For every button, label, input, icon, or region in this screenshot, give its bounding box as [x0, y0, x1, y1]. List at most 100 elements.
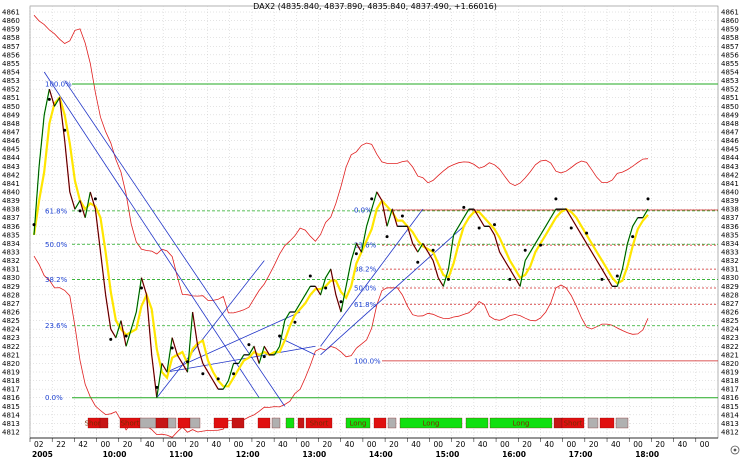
- y-tick-label: 4830: [721, 274, 739, 282]
- signal-dot: [324, 286, 328, 290]
- x-tick-label: 20: [389, 440, 399, 449]
- y-tick-label: 4812: [2, 429, 20, 437]
- y-tick-label: 4815: [721, 403, 739, 411]
- x-tick-label: 40: [678, 440, 688, 449]
- signal-block: [387, 417, 397, 429]
- x-tick-label: 00: [234, 440, 244, 449]
- y-tick-label: 4850: [721, 103, 739, 111]
- y-tick-label: 4836: [2, 223, 20, 231]
- fib-right-label: 50.0%: [354, 285, 377, 293]
- signal-block: [599, 417, 615, 429]
- x-tick-label: 20: [123, 440, 133, 449]
- y-tick-label: 4813: [721, 420, 739, 428]
- signal-block: [345, 417, 371, 429]
- y-tick-label: 4818: [2, 377, 20, 385]
- y-tick-label: 4832: [721, 257, 739, 265]
- y-tick-label: 4855: [2, 60, 20, 68]
- x-major-label: 14:00: [369, 450, 393, 459]
- y-tick-label: 4837: [721, 214, 739, 222]
- series-layer: [32, 88, 649, 398]
- y-tick-label: 4812: [721, 429, 739, 437]
- fib-left-label: 61.8%: [45, 207, 68, 215]
- signal-dot: [354, 252, 358, 256]
- y-tick-label: 4818: [721, 377, 739, 385]
- signal-dot: [216, 377, 220, 381]
- y-tick-label: 4848: [2, 120, 20, 128]
- y-axis-left: 4812481348144815481648174818481948204821…: [2, 9, 20, 437]
- y-tick-label: 4841: [721, 180, 739, 188]
- y-tick-label: 4814: [2, 411, 20, 419]
- signal-dot: [155, 385, 159, 389]
- y-tick-label: 4840: [721, 189, 739, 197]
- x-tick-label: 40: [478, 440, 488, 449]
- y-tick-label: 4824: [2, 326, 20, 334]
- x-tick-label: 20: [655, 440, 665, 449]
- signal-dot: [646, 197, 650, 201]
- trend-line: [166, 311, 301, 373]
- y-tick-label: 4855: [721, 60, 739, 68]
- y-tick-label: 4823: [721, 334, 739, 342]
- y-tick-label: 4827: [721, 300, 739, 308]
- signal-dot: [370, 197, 374, 201]
- signal-dot: [308, 274, 312, 278]
- x-tick-label: 20: [323, 440, 333, 449]
- y-tick-label: 4826: [2, 309, 20, 317]
- chart-title: DAX2 (4835.840, 4837.890, 4835.840, 4837…: [253, 2, 497, 11]
- upper-band: [33, 14, 649, 314]
- fib-left-label: 100.0%: [45, 81, 72, 89]
- y-tick-label: 4842: [721, 171, 739, 179]
- fib-right-label: 61.8%: [354, 301, 377, 309]
- signal-block: [177, 417, 191, 429]
- moving-average-line: [32, 95, 649, 388]
- x-major-label: 12:00: [236, 450, 260, 459]
- y-tick-label: 4845: [721, 146, 739, 154]
- signal-dot: [615, 274, 619, 278]
- y-tick-label: 4829: [2, 283, 20, 291]
- x-major-label: 15:00: [435, 450, 459, 459]
- x-tick-label: 00: [101, 440, 111, 449]
- signal-dot: [78, 209, 82, 213]
- fib-right-label: 100.0%: [354, 357, 381, 365]
- y-tick-label: 4856: [721, 51, 739, 59]
- signal-block: [399, 417, 463, 429]
- x-tick-label: 22: [56, 440, 66, 449]
- signal-block: [553, 417, 563, 429]
- y-tick-label: 4819: [2, 369, 20, 377]
- y-tick-label: 4834: [2, 240, 20, 248]
- x-major-label: 10:00: [103, 450, 127, 459]
- signal-dot: [247, 343, 251, 347]
- y-tick-label: 4860: [721, 17, 739, 25]
- x-tick-label: 00: [367, 440, 377, 449]
- y-tick-label: 4822: [2, 343, 20, 351]
- signal-dot: [124, 334, 128, 338]
- fib-left-label: 0.0%: [45, 394, 63, 402]
- signal-dot: [339, 300, 343, 304]
- y-tick-label: 4851: [721, 94, 739, 102]
- dots-layer: [32, 97, 650, 389]
- x-tick-label: 20: [456, 440, 466, 449]
- signal-block: [189, 417, 201, 429]
- y-tick-label: 4821: [721, 351, 739, 359]
- x-tick-label: 40: [411, 440, 421, 449]
- signal-strip: Short Short Short Long Long Long Short: [85, 417, 629, 429]
- signal-block: [139, 417, 157, 429]
- trend-line: [320, 208, 424, 347]
- x-tick-label: 00: [433, 440, 443, 449]
- fib-right-label: 0.0%: [354, 207, 372, 215]
- corner-logo: [730, 445, 740, 455]
- y-tick-label: 4833: [721, 249, 739, 257]
- y-tick-label: 4852: [721, 86, 739, 94]
- y-tick-label: 4839: [721, 197, 739, 205]
- x-tick-label: 20: [522, 440, 532, 449]
- y-tick-label: 4846: [2, 137, 20, 145]
- y-tick-label: 4853: [721, 77, 739, 85]
- signal-dot: [63, 128, 67, 132]
- y-tick-label: 4858: [721, 34, 739, 42]
- y-tick-label: 4858: [2, 34, 20, 42]
- signal-dot: [109, 337, 113, 341]
- x-tick-label: 00: [500, 440, 510, 449]
- signal-label: Short: [564, 420, 583, 428]
- signal-dot: [462, 205, 466, 209]
- signal-block: [271, 417, 281, 429]
